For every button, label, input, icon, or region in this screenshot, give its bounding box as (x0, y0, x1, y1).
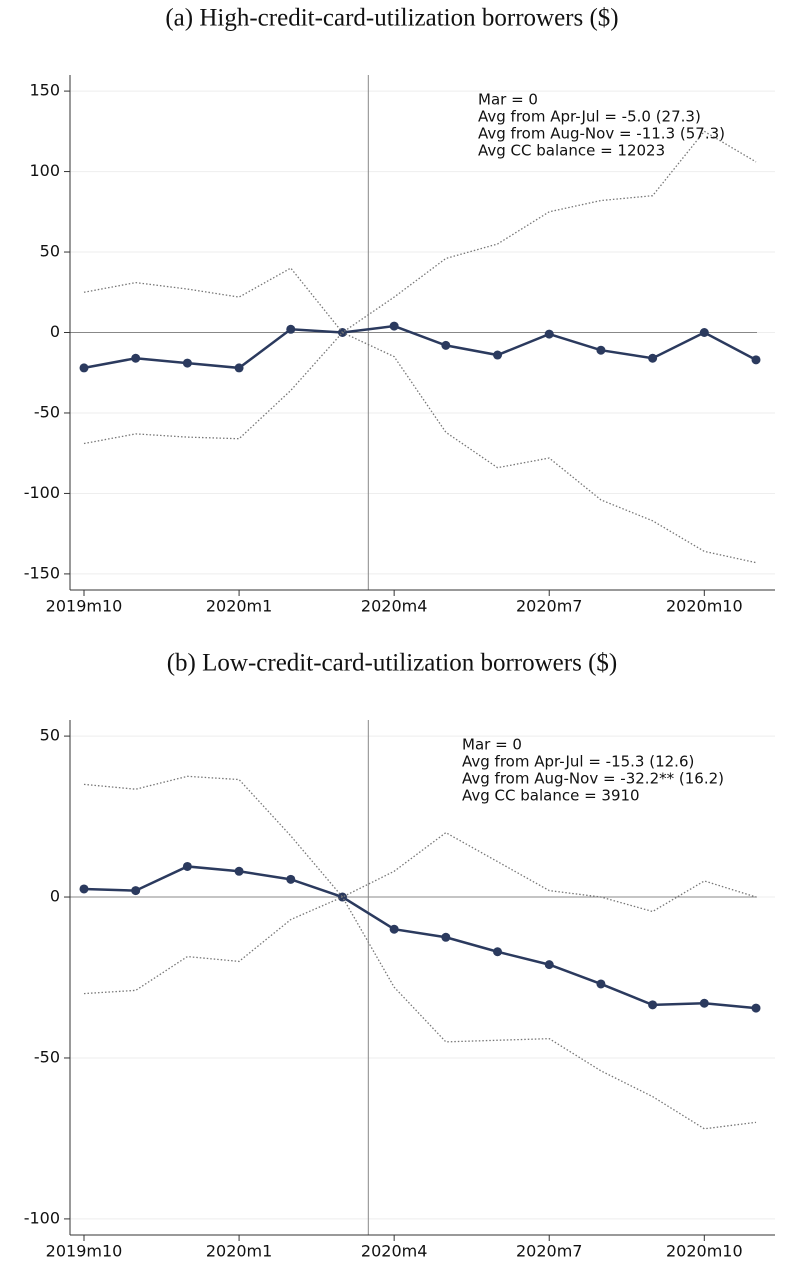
y-tick-label: 150 (29, 81, 60, 100)
estimate-point (751, 1003, 761, 1013)
x-tick-label: 2020m10 (666, 597, 743, 616)
estimate-line (83, 324, 757, 370)
x-tick-label: 2019m10 (46, 1242, 123, 1261)
annotation: Avg from Apr-Jul = -5.0 (27.3) (478, 108, 701, 126)
x-tick-label: 2020m4 (361, 597, 427, 616)
x-tick-label: 2020m7 (516, 1242, 582, 1261)
estimate-point (544, 960, 554, 970)
ci-line (83, 331, 757, 564)
estimate-point (544, 329, 554, 339)
x-tick-label: 2020m10 (666, 1242, 743, 1261)
y-tick-label: 50 (40, 242, 60, 261)
estimate-point (596, 979, 606, 989)
estimate-point (182, 861, 192, 871)
estimate-point (441, 340, 451, 350)
estimate-point (648, 353, 658, 363)
y-tick-label: 50 (40, 726, 60, 745)
x-tick-label: 2019m10 (46, 597, 123, 616)
estimate-point (79, 884, 89, 894)
annotation: Avg from Aug-Nov = -11.3 (57.3) (478, 125, 725, 143)
estimate-point (699, 998, 709, 1008)
y-tick-label: 0 (50, 887, 60, 906)
estimate-point (234, 866, 244, 876)
y-tick-label: 100 (29, 161, 60, 180)
estimate-line (83, 865, 757, 1010)
chart-title: (b) Low-credit-card-utilization borrower… (167, 650, 618, 677)
estimate-point (286, 324, 296, 334)
estimate-point (493, 350, 503, 360)
x-tick-label: 2020m7 (516, 597, 582, 616)
y-tick-label: -150 (24, 563, 60, 582)
annotation: Avg CC balance = 12023 (478, 142, 665, 160)
annotation: Mar = 0 (462, 736, 522, 754)
estimate-point (389, 924, 399, 934)
ci-line (83, 896, 757, 1130)
estimate-point (234, 363, 244, 373)
estimate-point (79, 363, 89, 373)
y-tick-label: -100 (24, 1208, 60, 1227)
estimate-point (699, 328, 709, 337)
ci-line (83, 775, 757, 913)
y-tick-label: -50 (34, 1047, 60, 1066)
estimate-point (131, 353, 141, 363)
y-tick-label: 0 (50, 322, 60, 341)
estimate-point (131, 886, 141, 896)
x-tick-label: 2020m4 (361, 1242, 427, 1261)
estimate-point (493, 947, 503, 957)
estimate-point (751, 355, 761, 365)
estimate-point (441, 932, 451, 942)
estimate-point (648, 1000, 658, 1010)
estimate-point (596, 345, 606, 355)
annotation: Mar = 0 (478, 91, 538, 109)
estimate-point (389, 321, 399, 331)
annotation: Avg from Aug-Nov = -32.2** (16.2) (462, 770, 724, 788)
estimate-point (286, 874, 296, 884)
ci-line (83, 130, 757, 334)
x-tick-label: 2020m1 (206, 597, 272, 616)
annotation: Avg CC balance = 3910 (462, 787, 640, 805)
chart-title: (a) High-credit-card-utilization borrowe… (165, 5, 618, 32)
estimate-point (182, 358, 192, 368)
y-tick-label: -50 (34, 402, 60, 421)
annotation: Avg from Apr-Jul = -15.3 (12.6) (462, 753, 694, 771)
y-tick-label: -100 (24, 483, 60, 502)
x-tick-label: 2020m1 (206, 1242, 272, 1261)
